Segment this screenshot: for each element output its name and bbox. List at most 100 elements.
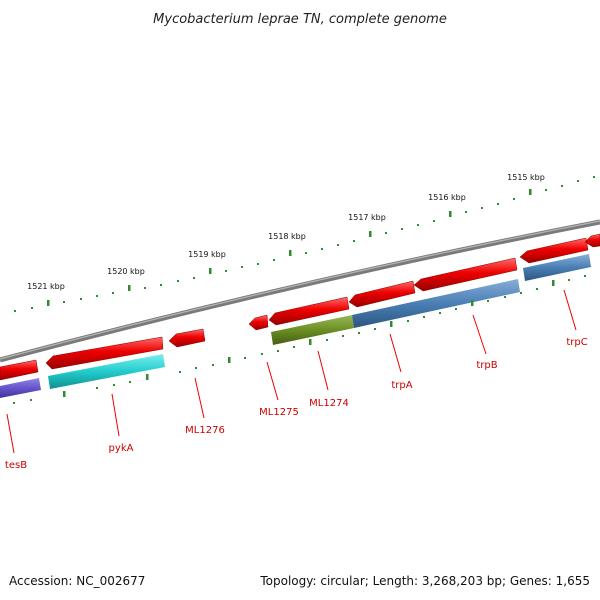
- ruler-dot: [561, 185, 563, 187]
- gene-bar-tesB: [0, 378, 41, 398]
- ruler-dot: [14, 310, 16, 312]
- inner-tick: [552, 280, 555, 286]
- cds-arrow: [413, 257, 518, 292]
- ruler-dot: [513, 198, 515, 200]
- inner-dot: [277, 350, 279, 352]
- ruler-major-tick: [529, 189, 532, 195]
- cds-arrow: [45, 336, 164, 370]
- ruler-major-tick: [128, 285, 131, 291]
- gene-bar-pykA: [48, 354, 165, 389]
- cds-arrow: [268, 296, 350, 326]
- ruler-dot: [63, 301, 65, 303]
- gene-bar-trpA-trpB: [352, 279, 520, 328]
- ruler-dot: [401, 228, 403, 230]
- ruler-dot: [577, 180, 579, 182]
- ruler-dot: [225, 270, 227, 272]
- inner-tick: [146, 374, 149, 380]
- inner-tick: [390, 321, 393, 327]
- gene-label-trpB: trpB: [476, 360, 497, 371]
- inner-tick: [309, 339, 312, 345]
- ruler-dot: [160, 284, 162, 286]
- leader-line-trpC: [563, 289, 577, 331]
- inner-dot: [129, 381, 131, 383]
- ruler-dot: [96, 295, 98, 297]
- gene-label-trpC: trpC: [566, 337, 587, 348]
- cds-arrow: [519, 237, 589, 264]
- inner-dot: [212, 364, 214, 366]
- inner-dot: [261, 353, 263, 355]
- leader-lines: [6, 289, 577, 454]
- ruler-dot: [337, 244, 339, 246]
- inner-dot: [374, 328, 376, 330]
- inner-tick: [471, 300, 474, 306]
- gene-label-trpA: trpA: [391, 380, 412, 391]
- ruler-label: 1516 kbp: [428, 193, 466, 202]
- ruler-dot: [144, 287, 146, 289]
- inner-dot: [358, 332, 360, 334]
- cds-arrow: [168, 328, 206, 348]
- ruler-dot: [241, 266, 243, 268]
- leader-line-ML1276: [194, 377, 205, 419]
- ruler-major-tick: [369, 231, 372, 237]
- ruler-dot: [465, 211, 467, 213]
- inner-dot: [504, 296, 506, 298]
- inner-dot: [195, 367, 197, 369]
- inner-dot: [407, 320, 409, 322]
- cds-arrow: [348, 280, 416, 308]
- gene-bar-trpC: [523, 254, 591, 281]
- ruler-dot: [321, 248, 323, 250]
- ruler-dot: [177, 280, 179, 282]
- gene-label-ML1276: ML1276: [185, 425, 225, 436]
- ruler-dot: [31, 307, 33, 309]
- inner-dot: [179, 371, 181, 373]
- genome-backbone: [0, 219, 600, 363]
- inner-dot: [113, 384, 115, 386]
- inner-dot: [96, 387, 98, 389]
- ruler-dot: [497, 203, 499, 205]
- inner-dot: [326, 339, 328, 341]
- ruler-dot: [353, 240, 355, 242]
- ruler-major-tick: [449, 211, 452, 217]
- leader-line-tesB: [6, 413, 15, 454]
- genome-backbone-highlight: [0, 220, 600, 360]
- inner-dot: [30, 399, 32, 401]
- ruler-label: 1520 kbp: [107, 267, 145, 276]
- ruler-label: 1519 kbp: [188, 250, 226, 259]
- ruler-dot: [305, 252, 307, 254]
- accession-text: Accession: NC_002677: [9, 574, 146, 588]
- ruler-dot: [433, 220, 435, 222]
- inner-dot: [342, 335, 344, 337]
- gene-label-ML1275: ML1275: [259, 407, 299, 418]
- inner-dot: [568, 279, 570, 281]
- ruler-label: 1517 kbp: [348, 213, 386, 222]
- ruler-dot: [193, 277, 195, 279]
- inner-dot: [439, 312, 441, 314]
- inner-dot: [423, 316, 425, 318]
- ruler-major-tick: [289, 250, 292, 256]
- leader-line-ML1275: [266, 361, 279, 401]
- ruler-dot: [112, 292, 114, 294]
- leader-line-trpA: [389, 333, 402, 373]
- leader-line-pykA: [111, 393, 120, 437]
- gene-track: [0, 254, 591, 398]
- genome-summary-text: Topology: circular; Length: 3,268,203 bp…: [260, 574, 590, 588]
- ruler-dot: [385, 232, 387, 234]
- inner-dot: [487, 300, 489, 302]
- ruler-major-tick: [47, 300, 50, 306]
- inner-tick: [63, 391, 66, 397]
- ruler-dot: [481, 207, 483, 209]
- inner-dot: [584, 275, 586, 277]
- gene-label-ML1274: ML1274: [309, 398, 349, 409]
- ruler-label: 1515 kbp: [507, 173, 545, 182]
- inner-tick: [228, 357, 231, 363]
- inner-dot: [455, 308, 457, 310]
- ruler-label: 1521 kbp: [27, 282, 65, 291]
- gene-bar-ML1274: [271, 315, 354, 345]
- ruler-major-tick: [209, 268, 212, 274]
- inner-ruler: [13, 275, 586, 404]
- inner-dot: [293, 346, 295, 348]
- ruler-label: 1518 kbp: [268, 232, 306, 241]
- cds-track: [0, 233, 600, 381]
- gene-label-pykA: pykA: [109, 443, 134, 454]
